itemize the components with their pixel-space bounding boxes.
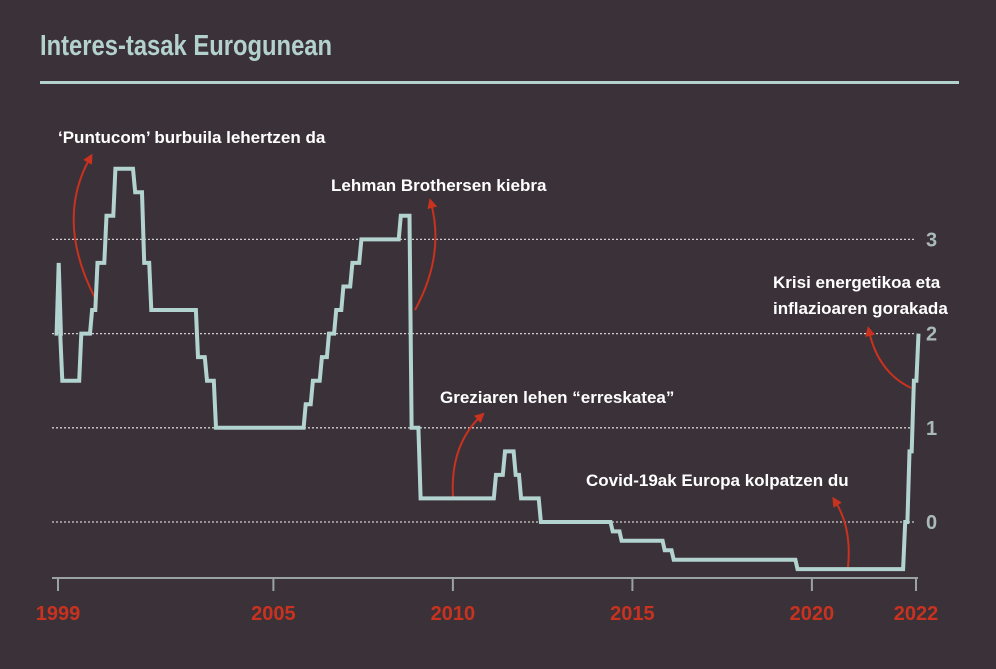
x-tick-label: 2005 [251,603,296,625]
annotation-arrow-grezia [451,412,485,498]
x-tick-label: 2020 [790,603,835,625]
x-tick-label: 1999 [36,603,81,625]
annotation-krisi-line2: inflazioaren gorakada [773,299,948,318]
annotation-lehman: Lehman Brothersen kiebra [331,176,547,195]
y-tick-label: 1 [926,418,937,440]
series-line-interes-tasa [54,166,921,572]
y-tick-label: 2 [926,324,937,346]
annotation-covid: Covid-19ak Europa kolpatzen du [586,471,849,490]
title-divider [40,81,959,84]
x-tick-label: 2010 [431,603,476,625]
x-tick-label: 2022 [894,603,939,625]
y-tick-label: 3 [926,229,937,251]
chart-title: Interes-tasak Eurogunean [40,30,333,62]
y-tick-label: 0 [926,512,937,534]
annotation-puntucom: ‘Puntucom’ burbuila lehertzen da [58,128,326,147]
annotation-arrow-puntucom [72,153,96,299]
annotation-krisi-line1: Krisi energetikoa eta [773,273,941,292]
annotation-grezia: Greziaren lehen “erreskatea” [440,388,674,407]
annotation-arrow-covid [832,496,850,568]
annotation-arrow-lehman [414,198,438,311]
annotation-arrow-krisi [865,326,912,389]
x-tick-label: 2015 [610,603,655,625]
